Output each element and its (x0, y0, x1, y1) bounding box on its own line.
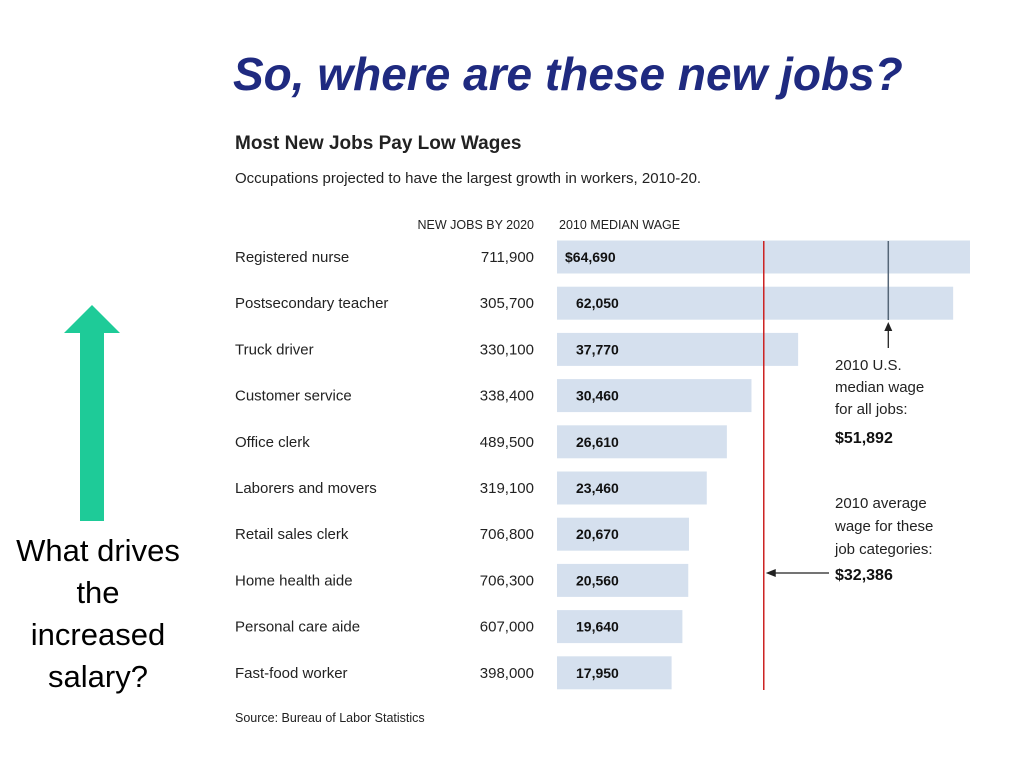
wage-value-label: 20,670 (576, 526, 619, 542)
wage-bar (557, 332, 799, 366)
wage-value-label: 62,050 (576, 295, 619, 311)
new-jobs-header: NEW JOBS BY 2020 (418, 218, 535, 232)
occupation-label: Customer service (235, 388, 352, 405)
new-jobs-value: 706,800 (480, 526, 534, 543)
wage-bar (557, 610, 683, 644)
occupation-label: Office clerk (235, 434, 310, 451)
median-annotation-text: 2010 U.S. (835, 357, 902, 374)
median-annotation-text: for all jobs: (835, 401, 908, 418)
up-arrow-icon (64, 305, 120, 526)
wage-value-label: 17,950 (576, 665, 619, 681)
occupation-label: Fast-food worker (235, 665, 348, 682)
wage-bar (557, 286, 954, 320)
wage-value-label: $64,690 (565, 249, 616, 265)
wage-bar (557, 656, 672, 690)
chart-title: Most New Jobs Pay Low Wages (235, 133, 522, 154)
occupation-label: Laborers and movers (235, 480, 377, 497)
median-annotation-text: median wage (835, 379, 924, 396)
wage-bar (557, 425, 727, 459)
wage-bar (557, 517, 689, 551)
new-jobs-value: 607,000 (480, 619, 534, 636)
wage-bar (557, 379, 752, 413)
wage-value-label: 19,640 (576, 619, 619, 635)
new-jobs-value: 706,300 (480, 572, 534, 589)
median-wage-value: $51,892 (835, 430, 893, 447)
new-jobs-value: 305,700 (480, 295, 534, 312)
new-jobs-value: 338,400 (480, 388, 534, 405)
wage-value-label: 20,560 (576, 572, 619, 588)
average-annotation-text: 2010 average (835, 495, 927, 512)
chart-source: Source: Bureau of Labor Statistics (235, 711, 425, 725)
wage-value-label: 26,610 (576, 434, 619, 450)
wage-value-label: 23,460 (576, 480, 619, 496)
arrow-left-icon (765, 569, 776, 577)
average-annotation-text: wage for these (834, 518, 933, 535)
occupation-label: Postsecondary teacher (235, 295, 388, 312)
new-jobs-value: 398,000 (480, 665, 534, 682)
new-jobs-value: 319,100 (480, 480, 534, 497)
wage-value-label: 30,460 (576, 388, 619, 404)
arrow-up-icon (884, 322, 893, 331)
new-jobs-value: 330,100 (480, 341, 534, 358)
wage-header: 2010 MEDIAN WAGE (559, 218, 680, 232)
new-jobs-value: 711,900 (481, 249, 534, 266)
occupation-label: Home health aide (235, 572, 353, 589)
wage-bar (557, 563, 689, 597)
chart-subtitle: Occupations projected to have the larges… (235, 170, 702, 187)
slide-title: So, where are these new jobs? (233, 48, 903, 100)
wage-value-label: 37,770 (576, 341, 619, 357)
occupation-label: Personal care aide (235, 619, 360, 636)
new-jobs-value: 489,500 (480, 434, 534, 451)
occupation-label: Truck driver (235, 341, 314, 358)
average-annotation-text: job categories: (834, 541, 933, 558)
slide-caption: What drives the increased salary? (16, 533, 180, 694)
occupation-label: Retail sales clerk (235, 526, 349, 543)
average-wage-value: $32,386 (835, 567, 893, 584)
wage-bar (557, 471, 707, 505)
occupation-label: Registered nurse (235, 249, 349, 266)
